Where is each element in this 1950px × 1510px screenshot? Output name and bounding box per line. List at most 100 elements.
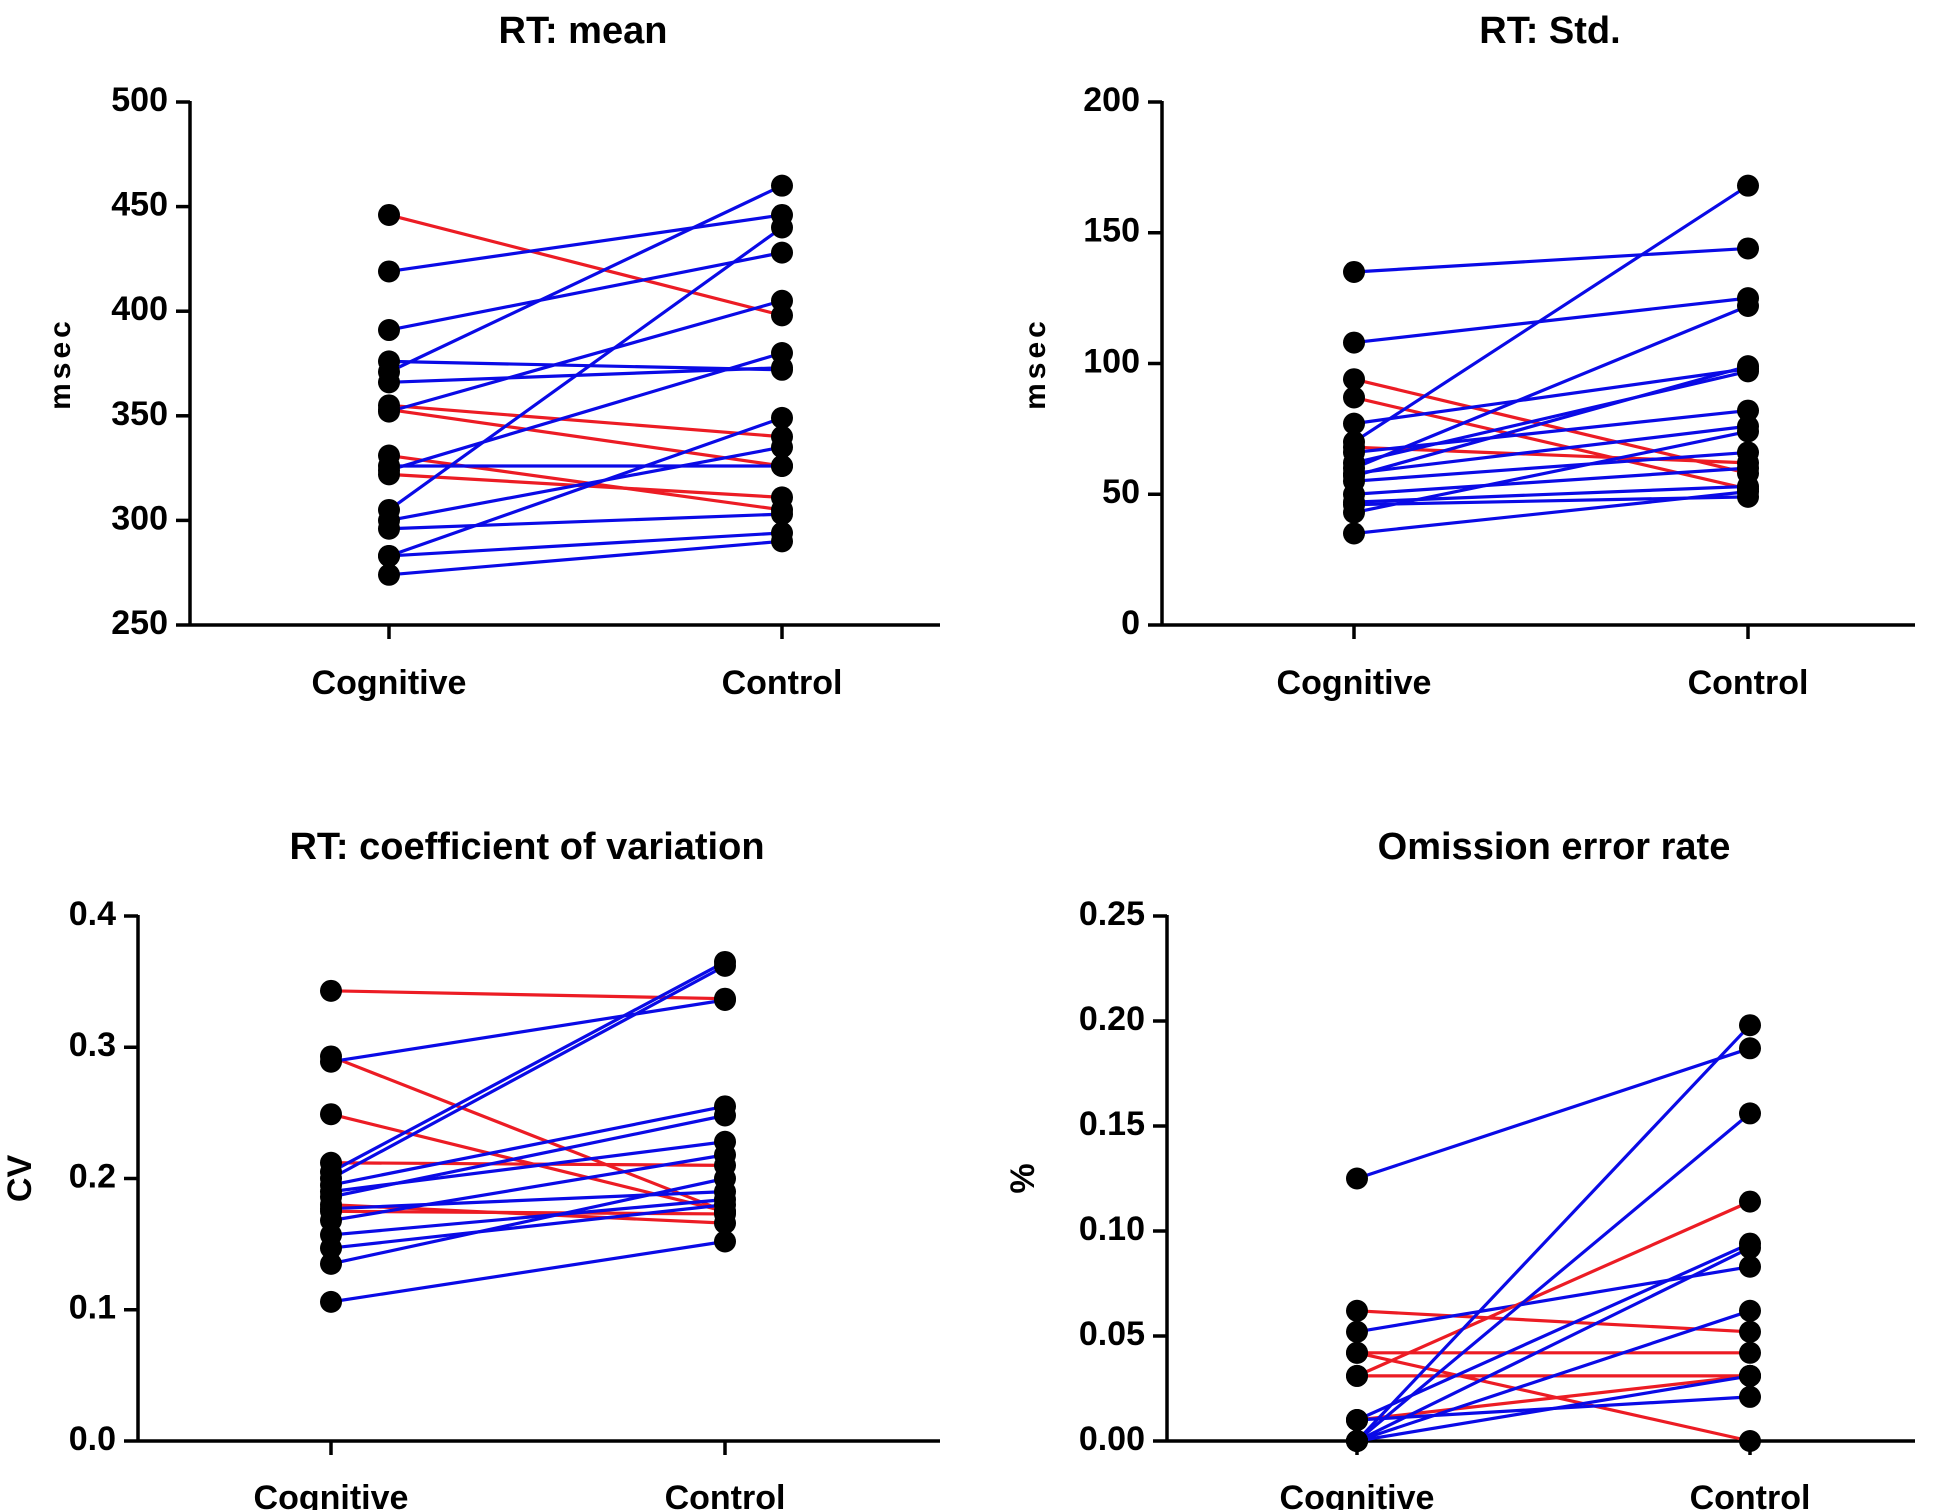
data-point: [1346, 1430, 1368, 1452]
data-point: [771, 241, 793, 264]
pair-line: [1356, 1046, 1751, 1181]
data-point: [1343, 412, 1365, 435]
data-point: [320, 1252, 342, 1275]
x-category-label: Cognitive: [1280, 1479, 1435, 1510]
pair-line: [388, 416, 783, 558]
x-category-label: Cognitive: [254, 1479, 409, 1510]
y-axis-label: CV: [1, 1155, 39, 1203]
chart-title: RT: mean: [499, 10, 668, 52]
chart-panel-rt-mean: RT: mean 250 300 350 400 450 500 msec Cognitive C…: [0, 0, 975, 755]
data-point: [771, 406, 793, 429]
data-point: [714, 954, 736, 977]
pair-line: [330, 998, 726, 1064]
y-tick-label: 150: [1083, 212, 1140, 250]
y-tick-label: 500: [111, 81, 168, 119]
data-point: [1739, 1255, 1761, 1278]
data-point: [1739, 1190, 1761, 1213]
pair-line: [388, 531, 783, 558]
data-point: [1346, 1299, 1368, 1322]
pair-line: [388, 226, 783, 512]
data-point: [1739, 1320, 1761, 1343]
pair-line: [1353, 369, 1749, 465]
pair-line: [330, 1203, 726, 1250]
pair-line: [388, 445, 783, 522]
chart-panel-rt-cv: RT: coefficient of variation 0.0 0.1 0.2 0.3…: [0, 755, 975, 1510]
y-tick-label: 200: [1083, 81, 1140, 119]
y-tick-label: 0.10: [1079, 1210, 1145, 1248]
data-points: [320, 950, 736, 1313]
data-point: [1346, 1364, 1368, 1387]
data-point: [1343, 260, 1365, 283]
pair-line: [388, 351, 783, 472]
data-point: [1739, 1102, 1761, 1125]
pair-line: [1353, 450, 1749, 483]
pair-line: [1356, 1309, 1751, 1334]
data-points: [1343, 174, 1759, 545]
pair-line: [388, 251, 783, 332]
data-point: [1343, 501, 1365, 524]
pair-line: [1356, 1246, 1751, 1443]
data-point: [771, 342, 793, 365]
pair-line: [1356, 1265, 1751, 1334]
data-point: [378, 203, 400, 226]
y-tick-label: 0.2: [69, 1157, 116, 1195]
data-point: [1739, 1299, 1761, 1322]
pair-lines: [1355, 1024, 1752, 1443]
data-point: [1739, 1014, 1761, 1037]
pair-line: [1356, 1309, 1751, 1443]
data-point: [378, 517, 400, 540]
pair-line: [330, 1176, 726, 1266]
pair-line: [330, 1153, 726, 1223]
data-point: [320, 1103, 342, 1126]
data-point: [771, 455, 793, 478]
data-point: [771, 216, 793, 239]
data-point: [1739, 1236, 1761, 1259]
data-point: [1343, 522, 1365, 545]
chart-title: RT: Std.: [1479, 10, 1620, 52]
chart-svg: RT: mean 250 300 350 400 450 500 msec Cognitive C…: [44, 10, 940, 702]
pair-line: [388, 512, 783, 531]
data-point: [378, 398, 400, 421]
data-point: [714, 1193, 736, 1216]
data-point: [320, 1237, 342, 1260]
data-point: [1343, 368, 1365, 391]
x-category-label: Cognitive: [312, 664, 467, 702]
chart-panel-rt-std: RT: Std. 0 50 100 150 200 msec Cognitive Control: [975, 0, 1950, 755]
data-point: [378, 260, 400, 283]
data-point: [1737, 294, 1759, 317]
data-point: [1739, 1430, 1761, 1452]
data-point: [1737, 457, 1759, 480]
y-axis-label: %: [1004, 1163, 1042, 1193]
data-point: [320, 1290, 342, 1313]
data-point: [1737, 399, 1759, 422]
y-tick-label: 300: [111, 499, 168, 537]
chart-panel-omission-error-rate: Omission error rate 0.00 0.05 0.10 0.15 0.20 0…: [975, 755, 1950, 1510]
data-point: [1737, 480, 1759, 503]
data-points: [1346, 1014, 1761, 1452]
pair-line: [1356, 1200, 1751, 1378]
pair-line: [388, 299, 783, 414]
pair-line: [1353, 296, 1749, 345]
y-tick-label: 350: [111, 395, 168, 433]
pair-line: [330, 1104, 726, 1187]
y-tick-label: 100: [1083, 342, 1140, 380]
y-tick-label: 0: [1121, 604, 1140, 642]
y-tick-label: 50: [1102, 473, 1140, 511]
pair-line: [1355, 1112, 1752, 1443]
x-category-label: Control: [1690, 1479, 1811, 1510]
y-tick-label: 0.05: [1079, 1315, 1145, 1353]
data-point: [378, 544, 400, 567]
pair-lines: [330, 960, 726, 1304]
data-point: [1346, 1409, 1368, 1431]
data-point: [1737, 420, 1759, 443]
y-tick-label: 0.1: [69, 1289, 116, 1327]
y-tick-label: 0.25: [1079, 895, 1145, 933]
data-point: [378, 371, 400, 394]
y-tick-label: 0.20: [1079, 1000, 1145, 1038]
pair-line: [330, 1197, 726, 1237]
data-point: [771, 436, 793, 459]
data-point: [1343, 331, 1365, 354]
data-point: [771, 486, 793, 509]
data-point: [1739, 1364, 1761, 1387]
pair-line: [330, 1239, 726, 1304]
